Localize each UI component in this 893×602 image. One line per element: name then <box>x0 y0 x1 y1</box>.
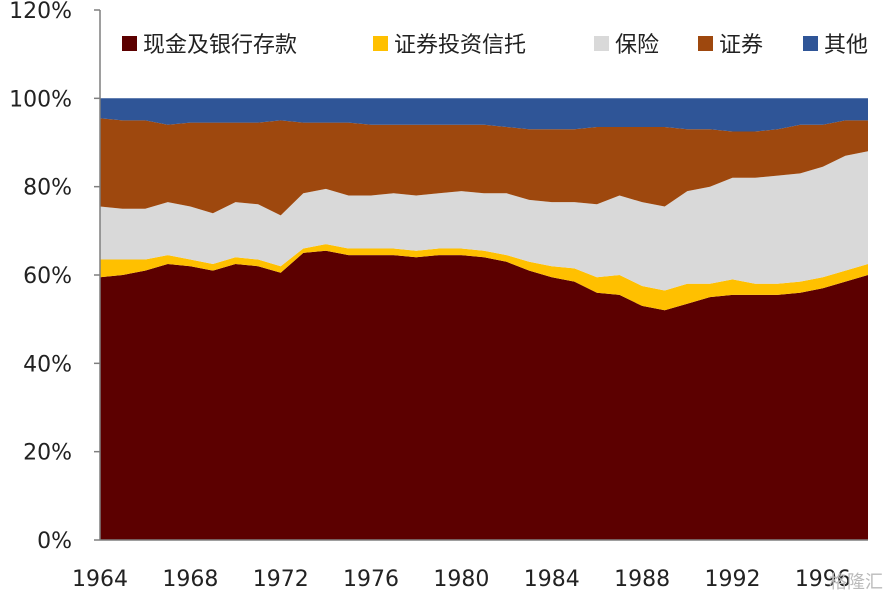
legend-swatch <box>594 36 609 51</box>
y-tick-label: 40% <box>23 352 72 377</box>
area-series-0 <box>100 250 868 540</box>
y-tick-label: 20% <box>23 441 72 466</box>
x-axis-ticks: 1964 1968 1972 1976 1980 1984 1988 1992 1996 <box>72 567 851 592</box>
area-series-2 <box>100 151 868 291</box>
x-tick-label: 1992 <box>704 567 760 592</box>
legend-swatch <box>803 36 818 51</box>
x-tick-label: 1972 <box>253 567 309 592</box>
chart-areas <box>100 98 868 540</box>
x-tick-label: 1984 <box>524 567 580 592</box>
legend-label: 证券 <box>719 33 763 58</box>
y-tick-label: 120% <box>9 0 72 24</box>
legend-swatch <box>373 36 388 51</box>
legend-label: 证券投资信托 <box>394 33 526 58</box>
y-axis-ticks: 0% 20% 40% 60% 80% 100% 120% <box>9 0 100 554</box>
x-tick-label: 1988 <box>614 567 670 592</box>
legend-swatch <box>122 36 137 51</box>
area-series-1 <box>100 244 868 311</box>
watermark-logo: 格隆汇 <box>829 572 883 593</box>
x-tick-label: 1964 <box>72 567 128 592</box>
legend-label: 现金及银行存款 <box>143 33 297 58</box>
legend-label: 其他 <box>824 33 868 58</box>
x-tick-label: 1976 <box>343 567 399 592</box>
legend-swatch <box>698 36 713 51</box>
area-series-3 <box>100 118 868 216</box>
x-tick-label: 1996 <box>795 567 851 592</box>
y-tick-label: 80% <box>23 176 72 201</box>
y-tick-label: 0% <box>37 529 72 554</box>
y-tick-label: 100% <box>9 87 72 112</box>
area-series-4 <box>100 98 868 132</box>
chart-legend: 现金及银行存款 证券投资信托 保险 证券 其他 <box>122 33 868 58</box>
x-tick-label: 1968 <box>162 567 218 592</box>
x-tick-label: 1980 <box>433 567 489 592</box>
y-tick-label: 60% <box>23 264 72 289</box>
legend-label: 保险 <box>615 33 659 58</box>
